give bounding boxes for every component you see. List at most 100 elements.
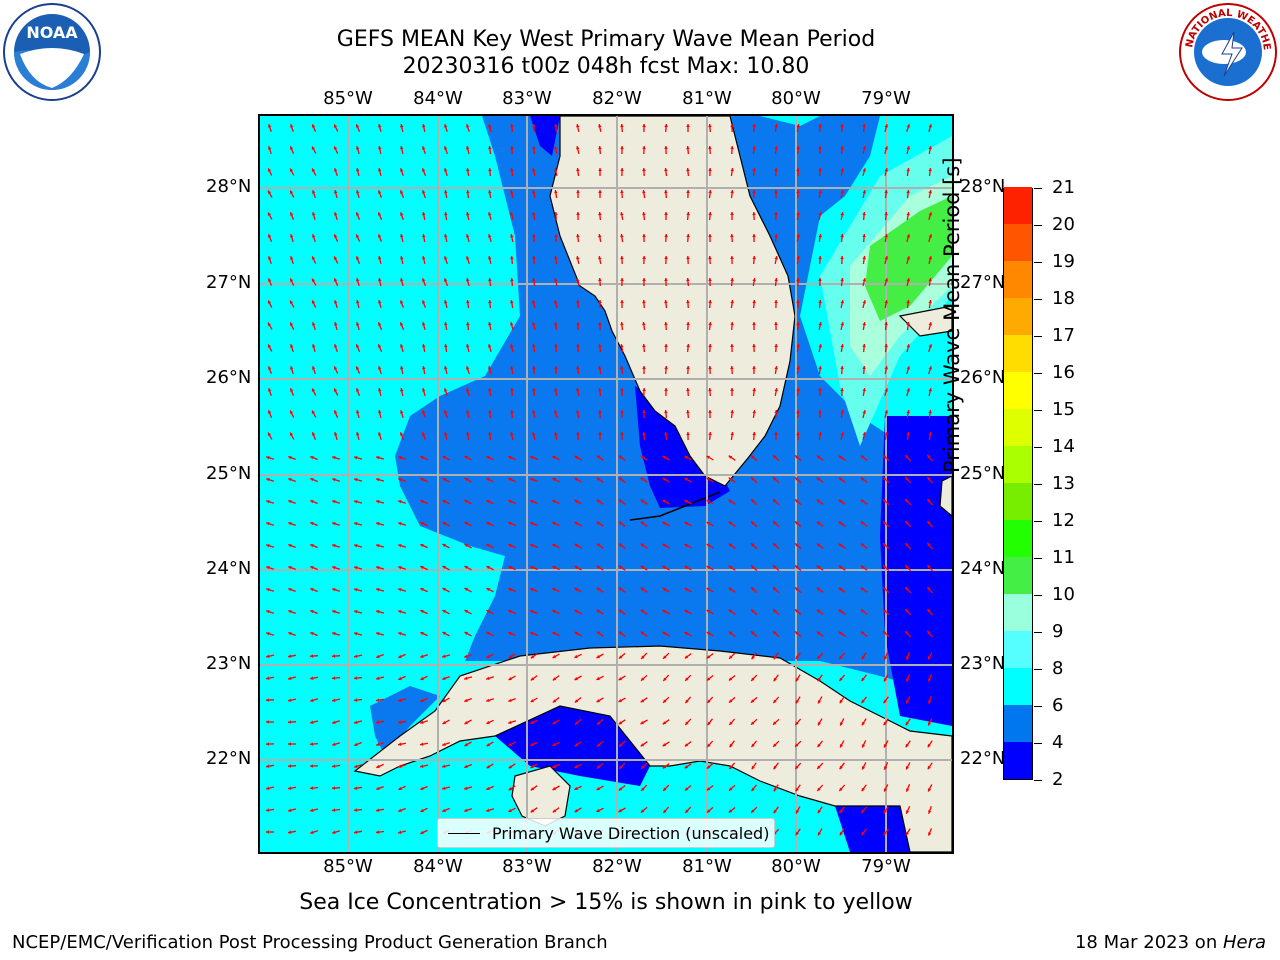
wave-arrow-head [268,366,272,370]
wave-arrow-head [355,124,360,128]
wave-arrow-head [640,565,645,569]
wave-arrow-head [619,743,623,747]
wave-arrow-head [883,477,887,481]
wave-arrow-head [928,410,932,414]
wave-arrow-head [486,543,490,548]
colorbar-tick-label: 13 [1052,473,1075,494]
wave-arrow-head [376,566,380,570]
wave-arrow-head [378,410,382,414]
wave-arrow-head [552,654,556,659]
wave-arrow-head [290,366,294,370]
wave-arrow-head [796,168,800,171]
wave-arrow-head [664,344,668,347]
wave-arrow-head [884,278,888,282]
wave-arrow-head [552,786,556,791]
wave-arrow-head [708,322,712,326]
wave-arrow-head [686,366,690,370]
wave-arrow-head [464,764,468,768]
wave-arrow-head [905,766,910,770]
wave-arrow-head [729,699,733,703]
lon-label: 81°W [682,856,732,877]
wave-arrow-head [310,654,314,658]
wave-arrow-head [773,721,777,725]
wave-arrow-head [816,455,821,459]
wave-arrow-head [422,146,426,150]
wave-arrow-head [376,632,380,636]
wave-arrow-head [905,565,909,569]
wave-arrow-head [840,124,844,128]
colorbar-tick [1034,373,1042,374]
wave-arrow-head [839,809,843,814]
wave-arrow-head [310,500,314,504]
wave-arrow-head [664,410,668,414]
wave-arrow-head [510,168,514,172]
wave-arrow-head [928,212,932,216]
wave-arrow-head [818,432,822,436]
wave-arrow-head [860,587,865,591]
wave-arrow-head [817,787,821,791]
map-legend: Primary Wave Direction (unscaled) [437,818,775,848]
wave-arrow-head [576,124,580,128]
wave-arrow-head [334,344,338,348]
wave-arrow-head [795,565,799,569]
colorbar-tick-label: 6 [1052,695,1064,716]
wave-arrow-head [464,786,468,790]
wave-arrow-head [266,478,270,482]
wave-arrow-head [420,654,424,658]
colorbar-tick [1034,706,1042,707]
wave-arrow-head [640,543,645,547]
wave-arrow-head [290,256,294,260]
wave-arrow-head [774,124,778,128]
wave-arrow-head [730,432,734,436]
wave-arrow-head [378,388,382,392]
wave-arrow-head [642,432,646,436]
wave-arrow-head [310,698,314,702]
wave-arrow-head [795,721,799,725]
wave-arrow-head [333,124,338,128]
wave-arrow-head [532,300,536,304]
wave-arrow-head [400,300,404,304]
wave-arrow-head [288,742,291,746]
wave-arrow-head [598,410,602,414]
wave-arrow-head [640,609,645,613]
wave-arrow-head [552,565,556,570]
wave-arrow-head [640,477,645,481]
wave-arrow-head [311,300,316,304]
wave-arrow-head [838,587,843,591]
wave-arrow-head [532,388,536,392]
wave-arrow-head [774,256,778,260]
wave-arrow-head [862,168,866,172]
wave-arrow-head [928,388,932,392]
wave-arrow-head [290,344,294,348]
wave-arrow-head [420,631,424,636]
wave-arrow-head [618,587,623,591]
lon-label: 79°W [861,88,911,109]
wave-arrow-head [266,610,270,614]
wave-arrow-head [708,344,712,348]
wave-arrow-head [796,212,800,216]
wave-arrow-head [642,124,646,128]
wave-arrow-head [532,256,536,260]
wave-arrow-head [596,631,601,635]
wave-arrow-head [730,168,734,172]
wave-arrow-head [442,499,446,504]
wave-arrow-head [752,190,756,194]
wave-arrow-head [905,499,909,503]
wave-arrow-head [862,234,866,238]
wave-arrow-head [378,124,382,128]
colorbar-segment [1004,594,1032,631]
lat-label: 23°N [960,653,1006,674]
wave-arrow-head [839,677,843,681]
wave-arrow-head [795,810,800,814]
wave-arrow-head [751,565,755,569]
wave-arrow-head [640,521,645,525]
wave-arrow-head [730,212,734,215]
wave-arrow-head [840,234,844,238]
wave-arrow-head [817,655,821,659]
wave-arrow-head [311,256,316,260]
wave-arrow-head [488,146,492,150]
wave-arrow-head [707,699,711,703]
wave-arrow-head [730,146,734,150]
wave-arrow-head [664,388,668,391]
wave-arrow-head [796,300,800,303]
